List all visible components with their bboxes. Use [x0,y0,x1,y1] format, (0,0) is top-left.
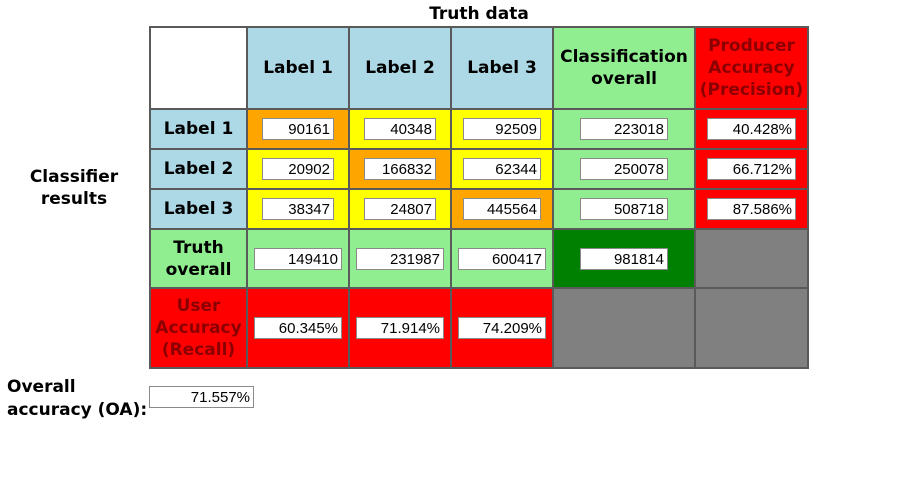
cell-1-producer-accuracy: 40.428% [694,108,809,150]
value-field[interactable]: 40348 [364,118,436,140]
overall-accuracy-line-2: accuracy (OA): [7,400,148,420]
cell-3-2: 24807 [348,188,452,230]
value-field[interactable]: 62344 [463,158,541,180]
header-producer-accuracy-line-3: (Precision) [699,80,804,100]
user-accuracy-3: 74.209% [450,287,554,369]
value-field[interactable]: 166832 [364,158,436,180]
classifier-results-label: Classifier results [14,166,134,210]
header-producer-accuracy: Producer Accuracy (Precision) [694,26,809,110]
truth-overall-2: 231987 [348,228,452,289]
value-field[interactable]: 87.586% [707,198,796,220]
truth-overall-label: Truth overall [149,228,248,289]
user-accuracy-row: User Accuracy (Recall) 60.345% 71.914% 7… [149,287,809,369]
value-field[interactable]: 231987 [356,247,444,270]
header-classification-overall-line-1: Classification [560,47,688,67]
truth-data-title: Truth data [429,4,529,24]
value-field[interactable]: 508718 [580,198,668,220]
cell-2-classification-overall: 250078 [552,148,696,190]
overall-accuracy-label: Overall accuracy (OA): [7,376,147,422]
cell-1-2: 40348 [348,108,452,150]
cell-1-1: 90161 [246,108,350,150]
value-field[interactable]: 38347 [262,198,334,220]
value-field[interactable]: 71.914% [356,317,444,339]
cell-2-2: 166832 [348,148,452,190]
header-row: Label 1 Label 2 Label 3 Classification o… [149,26,809,110]
grand-total-cell: 981814 [552,228,696,289]
header-classification-overall: Classification overall [552,26,696,110]
table-row: Label 2 20902 166832 62344 250078 66.712… [149,148,809,190]
table-row: Label 1 90161 40348 92509 223018 40.428% [149,108,809,150]
user-accuracy-line-3: (Recall) [161,340,236,360]
truth-overall-3: 600417 [450,228,554,289]
value-field[interactable]: 223018 [580,118,668,140]
classifier-results-line-2: results [40,189,108,209]
value-field[interactable]: 92509 [463,118,541,140]
header-label-1: Label 1 [246,26,350,110]
row-label-3: Label 3 [149,188,248,230]
overall-accuracy-line-1: Overall [7,377,76,397]
header-label-2: Label 2 [348,26,452,110]
user-accuracy-2: 71.914% [348,287,452,369]
corner-cell [149,26,248,110]
cell-3-classification-overall: 508718 [552,188,696,230]
user-accuracy-line-1: User [176,296,221,316]
cell-3-1: 38347 [246,188,350,230]
value-field[interactable]: 445564 [463,198,541,220]
truth-overall-1: 149410 [246,228,350,289]
cell-2-3: 62344 [450,148,554,190]
value-field[interactable]: 60.345% [254,317,342,339]
header-producer-accuracy-line-1: Producer [708,36,795,56]
value-field[interactable]: 149410 [254,247,342,270]
cell-3-3: 445564 [450,188,554,230]
classifier-results-line-1: Classifier [29,167,119,187]
value-field[interactable]: 40.428% [707,118,796,140]
cell-1-classification-overall: 223018 [552,108,696,150]
cell-3-producer-accuracy: 87.586% [694,188,809,230]
value-field[interactable]: 74.209% [458,317,546,339]
user-accuracy-line-2: Accuracy [155,318,242,338]
value-field[interactable]: 981814 [580,247,668,270]
header-label-3: Label 3 [450,26,554,110]
header-classification-overall-line-2: overall [591,69,657,89]
user-accuracy-label: User Accuracy (Recall) [149,287,248,369]
row-label-1: Label 1 [149,108,248,150]
table-row: Label 3 38347 24807 445564 508718 87.586… [149,188,809,230]
overall-accuracy-field[interactable]: 71.557% [149,386,254,408]
value-field[interactable]: 20902 [262,158,334,180]
empty-cell [552,287,696,369]
value-field[interactable]: 250078 [580,158,668,180]
empty-cell [694,287,809,369]
header-producer-accuracy-line-2: Accuracy [708,58,795,78]
value-field[interactable]: 90161 [262,118,334,140]
truth-overall-row: Truth overall 149410 231987 600417 98181… [149,228,809,289]
confusion-matrix-table: Label 1 Label 2 Label 3 Classification o… [149,26,809,369]
cell-1-3: 92509 [450,108,554,150]
user-accuracy-1: 60.345% [246,287,350,369]
cell-2-1: 20902 [246,148,350,190]
cell-2-producer-accuracy: 66.712% [694,148,809,190]
value-field[interactable]: 66.712% [707,158,796,180]
truth-overall-line-2: overall [165,259,232,280]
empty-cell [694,228,809,289]
row-label-2: Label 2 [149,148,248,190]
value-field[interactable]: 600417 [458,247,546,270]
truth-overall-line-1: Truth [173,237,224,258]
value-field[interactable]: 24807 [364,198,436,220]
